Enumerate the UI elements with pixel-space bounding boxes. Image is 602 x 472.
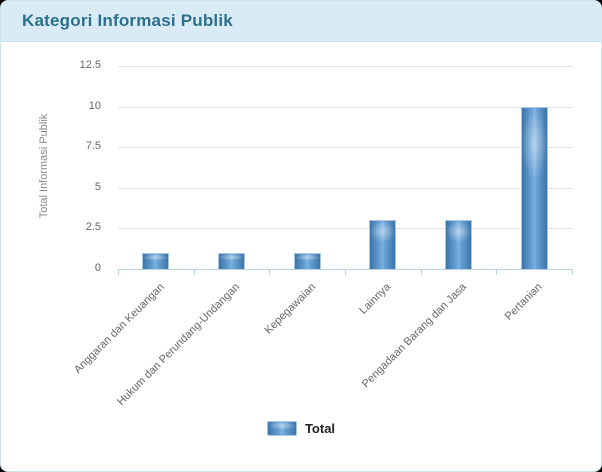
x-label-lainnya: Lainnya — [357, 281, 394, 317]
x-axis-tick — [193, 269, 195, 275]
x-label-hukum-dan-perundang-undangan: Hukum dan Perundang-Undangan — [115, 281, 242, 408]
y-tick-label: 0 — [94, 262, 101, 274]
gridline — [118, 187, 572, 189]
y-axis-title: Total Informasi Publik — [38, 113, 50, 219]
gridline — [118, 106, 572, 108]
y-tick-label: 12.5 — [79, 59, 101, 71]
legend-swatch-total[interactable] — [266, 420, 297, 436]
card-title: Kategori Informasi Publik — [22, 11, 233, 30]
bar-hukum-dan-perundang-undangan[interactable] — [218, 252, 245, 269]
bar-chart: Total Informasi Publik 0 2.5 5 7.5 10 12.5 Ang… — [1, 43, 601, 471]
y-tick-label: 5 — [94, 180, 101, 193]
y-tick-label: 2.5 — [85, 221, 101, 234]
x-axis-tick — [496, 269, 498, 275]
x-label-pertanian: Pertanian — [502, 281, 545, 323]
x-axis-tick — [345, 269, 346, 275]
gridline — [118, 228, 572, 230]
plot-area: Total Informasi Publik 0 2.5 5 7.5 10 12.5 Ang… — [1, 43, 601, 471]
legend[interactable]: Total — [1, 420, 601, 436]
card-header: Kategori Informasi Publik — [1, 1, 601, 42]
bar-pertanian[interactable] — [520, 106, 548, 269]
legend-label-total: Total — [304, 420, 336, 436]
bar-anggaran-dan-keuangan[interactable] — [142, 252, 170, 269]
x-label-kepegawaian: Kepegawaian — [262, 281, 318, 337]
bar-kepegawaian[interactable] — [293, 252, 321, 269]
y-tick-label: 7.5 — [85, 140, 101, 153]
x-axis-tick — [269, 269, 271, 275]
x-axis-tick — [118, 269, 119, 275]
gridline — [118, 66, 572, 67]
y-tick-label: 10 — [88, 99, 101, 112]
bar-pengadaan-barang-dan-jasa[interactable] — [445, 220, 472, 269]
x-axis-tick — [420, 269, 422, 275]
bar-lainnya[interactable] — [369, 220, 397, 269]
x-axis-tick — [572, 269, 573, 275]
gridline — [118, 147, 572, 149]
